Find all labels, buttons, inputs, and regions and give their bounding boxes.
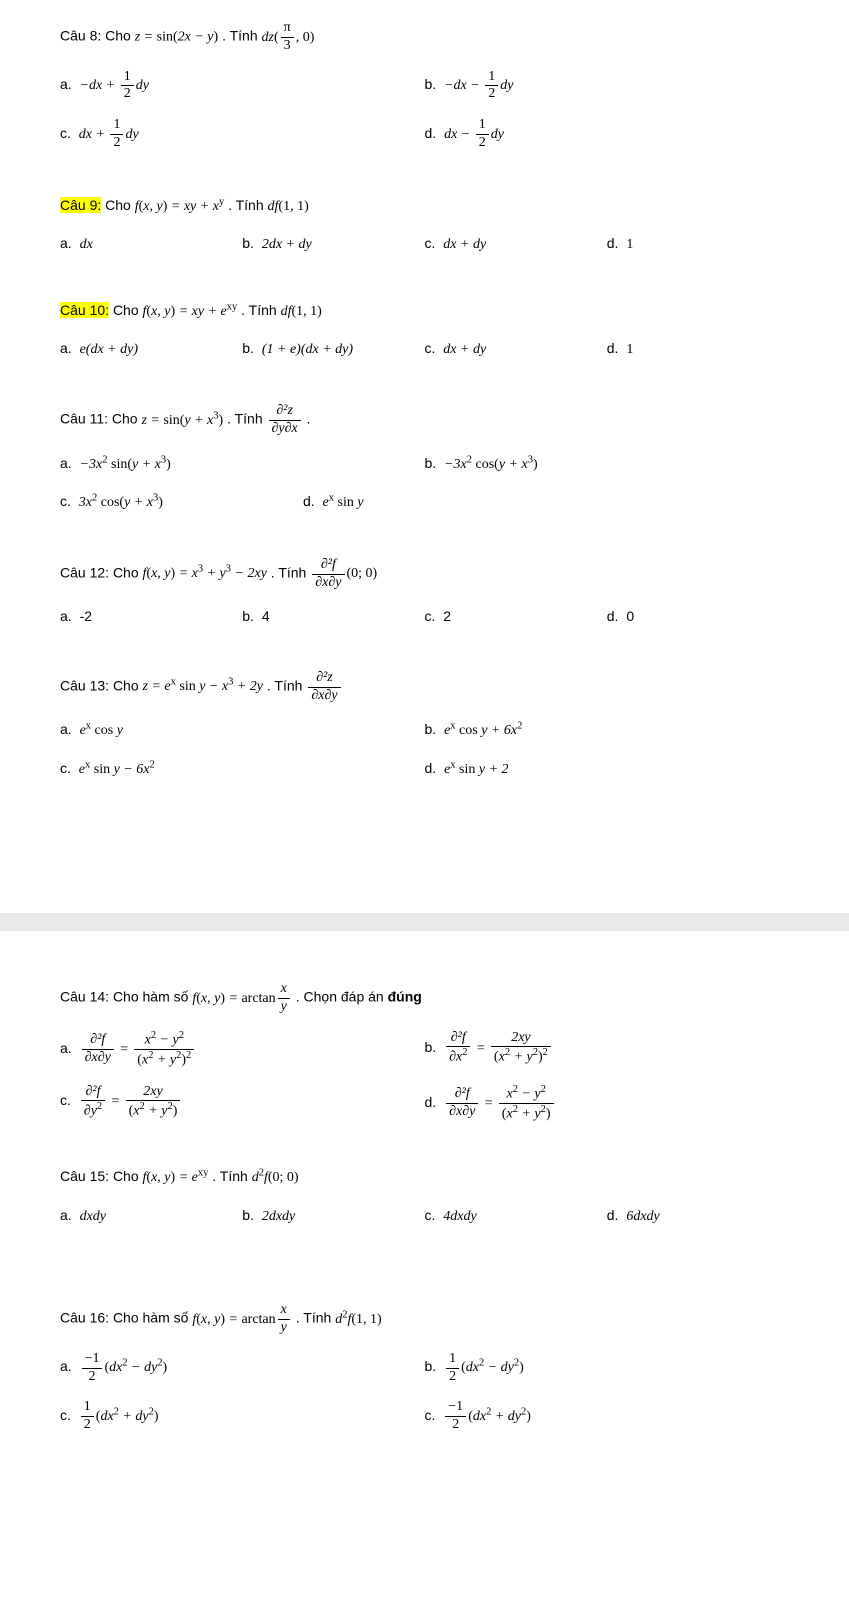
- q12-answer-a: a. -2: [60, 605, 242, 627]
- question-10: Câu 10: Cho f(x, y) = xy + exy . Tính df…: [60, 299, 789, 376]
- q16-answer-c2: c. −12(dx2 + dy2): [425, 1399, 790, 1434]
- q15-expr: f(x, y) = exy: [143, 1170, 209, 1185]
- q9-label: Câu 9:: [60, 197, 101, 213]
- q12-answers: a. -2 b. 4 c. 2 d. 0: [60, 605, 789, 641]
- q8-label: Câu 8:: [60, 28, 101, 44]
- page-1: Câu 8: Cho z = sin(2x − y) . Tính dz(π3,…: [0, 0, 849, 883]
- q11-answer-c: c. 3x2 cos(y + x3): [60, 490, 303, 514]
- question-14: Câu 14: Cho hàm số f(x, y) = arctanxy . …: [60, 981, 789, 1137]
- q12-expr: f(x, y) = x3 + y3 − 2xy: [143, 566, 267, 581]
- q8-answers: a. −dx + 12dy b. −dx − 12dy c. dx + 12dy…: [60, 69, 789, 166]
- q11-answer-a: a. −3x2 sin(y + x3): [60, 452, 425, 476]
- q9-answer-c: c. dx + dy: [425, 232, 607, 256]
- q8-expr2: dz(π3, 0): [262, 30, 315, 45]
- q11-answer-b: b. −3x2 cos(y + x3): [425, 452, 790, 476]
- page-break: [0, 913, 849, 931]
- q14-answer-d: d. ∂²f∂x∂y = x2 − y2(x2 + y2): [425, 1084, 790, 1124]
- question-12: Câu 12: Cho f(x, y) = x3 + y3 − 2xy . Tí…: [60, 557, 789, 642]
- q14-answer-a: a. ∂²f∂x∂y = x2 − y2(x2 + y2)2: [60, 1030, 425, 1070]
- question-14-text: Câu 14: Cho hàm số f(x, y) = arctanxy . …: [60, 981, 789, 1016]
- q14-answers: a. ∂²f∂x∂y = x2 − y2(x2 + y2)2 b. ∂²f∂x2…: [60, 1030, 789, 1138]
- question-13: Câu 13: Cho z = ex sin y − x3 + 2y . Tín…: [60, 670, 789, 795]
- q9-answer-a: a. dx: [60, 232, 242, 256]
- q15-answer-b: b. 2dxdy: [242, 1204, 424, 1228]
- question-9-text: Câu 9: Cho f(x, y) = xy + xy . Tính df(1…: [60, 194, 789, 218]
- q10-answers: a. e(dx + dy) b. (1 + e)(dx + dy) c. dx …: [60, 337, 789, 375]
- q10-answer-d: d. 1: [607, 337, 789, 361]
- q12-partial: ∂²f∂x∂y(0; 0): [310, 566, 377, 581]
- q13-answer-a: a. ex cos y: [60, 718, 425, 742]
- q15-answer-a: a. dxdy: [60, 1204, 242, 1228]
- q16-answer-b: b. 12(dx2 − dy2): [425, 1351, 790, 1386]
- question-15: Câu 15: Cho f(x, y) = exy . Tính d2f(0; …: [60, 1165, 789, 1242]
- q15-answers: a. dxdy b. 2dxdy c. 4dxdy d. 6dxdy: [60, 1204, 789, 1242]
- q8-prefix: Cho: [105, 28, 135, 44]
- q10-expr2: df(1, 1): [281, 304, 322, 319]
- q9-answer-b: b. 2dx + dy: [242, 232, 424, 256]
- q15-expr2: d2f(0; 0): [252, 1170, 299, 1185]
- q8-answer-a: a. −dx + 12dy: [60, 69, 425, 104]
- q8-expr: z = sin(2x − y): [135, 30, 218, 45]
- q9-expr: f(x, y) = xy + xy: [135, 199, 224, 214]
- q13-answer-b: b. ex cos y + 6x2: [425, 718, 790, 742]
- q12-answer-d: d. 0: [607, 605, 789, 627]
- q14-expr: f(x, y) = arctanxy: [192, 991, 292, 1006]
- question-12-text: Câu 12: Cho f(x, y) = x3 + y3 − 2xy . Tí…: [60, 557, 789, 592]
- q13-answer-d: d. ex sin y + 2: [425, 757, 790, 781]
- question-16: Câu 16: Cho hàm số f(x, y) = arctanxy . …: [60, 1302, 789, 1448]
- page-2: Câu 14: Cho hàm số f(x, y) = arctanxy . …: [0, 961, 849, 1536]
- q15-answer-d: d. 6dxdy: [607, 1204, 789, 1228]
- question-9: Câu 9: Cho f(x, y) = xy + xy . Tính df(1…: [60, 194, 789, 271]
- q12-answer-c: c. 2: [425, 605, 607, 627]
- q8-answer-b: b. −dx − 12dy: [425, 69, 790, 104]
- q8-answer-c: c. dx + 12dy: [60, 117, 425, 152]
- q13-expr: z = ex sin y − x3 + 2y: [143, 679, 264, 694]
- q9-answers: a. dx b. 2dx + dy c. dx + dy d. 1: [60, 232, 789, 270]
- question-10-text: Câu 10: Cho f(x, y) = xy + exy . Tính df…: [60, 299, 789, 323]
- q13-answer-c: c. ex sin y − 6x2: [60, 757, 425, 781]
- q16-expr: f(x, y) = arctanxy: [192, 1312, 292, 1327]
- q14-answer-c: c. ∂²f∂y2 = 2xy(x2 + y2): [60, 1084, 425, 1124]
- q9-answer-d: d. 1: [607, 232, 789, 256]
- q10-answer-a: a. e(dx + dy): [60, 337, 242, 361]
- q11-expr: z = sin(y + x3): [141, 413, 223, 428]
- q8-mid: . Tính: [222, 28, 261, 44]
- q11-answer-d: d. ex sin y: [303, 490, 546, 514]
- q11-answers: a. −3x2 sin(y + x3) b. −3x2 cos(y + x3) …: [60, 452, 789, 529]
- q10-answer-b: b. (1 + e)(dx + dy): [242, 337, 424, 361]
- question-11-text: Câu 11: Cho z = sin(y + x3) . Tính ∂²z∂y…: [60, 403, 789, 438]
- q16-answer-c: c. 12(dx2 + dy2): [60, 1399, 425, 1434]
- question-8-text: Câu 8: Cho z = sin(2x − y) . Tính dz(π3,…: [60, 20, 789, 55]
- q15-answer-c: c. 4dxdy: [425, 1204, 607, 1228]
- q13-partial: ∂²z∂x∂y: [306, 679, 342, 694]
- q11-partial: ∂²z∂y∂x: [267, 413, 303, 428]
- q12-answer-b: b. 4: [242, 605, 424, 627]
- q8-answer-d: d. dx − 12dy: [425, 117, 790, 152]
- question-8: Câu 8: Cho z = sin(2x − y) . Tính dz(π3,…: [60, 20, 789, 166]
- q13-answers: a. ex cos y b. ex cos y + 6x2 c. ex sin …: [60, 718, 789, 795]
- q10-label: Câu 10:: [60, 302, 109, 318]
- q16-answers: a. −12(dx2 − dy2) b. 12(dx2 − dy2) c. 12…: [60, 1351, 789, 1448]
- q9-expr2: df(1, 1): [268, 199, 309, 214]
- question-11: Câu 11: Cho z = sin(y + x3) . Tính ∂²z∂y…: [60, 403, 789, 528]
- q10-answer-c: c. dx + dy: [425, 337, 607, 361]
- question-16-text: Câu 16: Cho hàm số f(x, y) = arctanxy . …: [60, 1302, 789, 1337]
- question-13-text: Câu 13: Cho z = ex sin y − x3 + 2y . Tín…: [60, 670, 789, 705]
- q16-answer-a: a. −12(dx2 − dy2): [60, 1351, 425, 1386]
- q14-answer-b: b. ∂²f∂x2 = 2xy(x2 + y2)2: [425, 1030, 790, 1070]
- q10-expr: f(x, y) = xy + exy: [143, 304, 238, 319]
- question-15-text: Câu 15: Cho f(x, y) = exy . Tính d2f(0; …: [60, 1165, 789, 1189]
- q16-expr2: d2f(1, 1): [335, 1312, 381, 1327]
